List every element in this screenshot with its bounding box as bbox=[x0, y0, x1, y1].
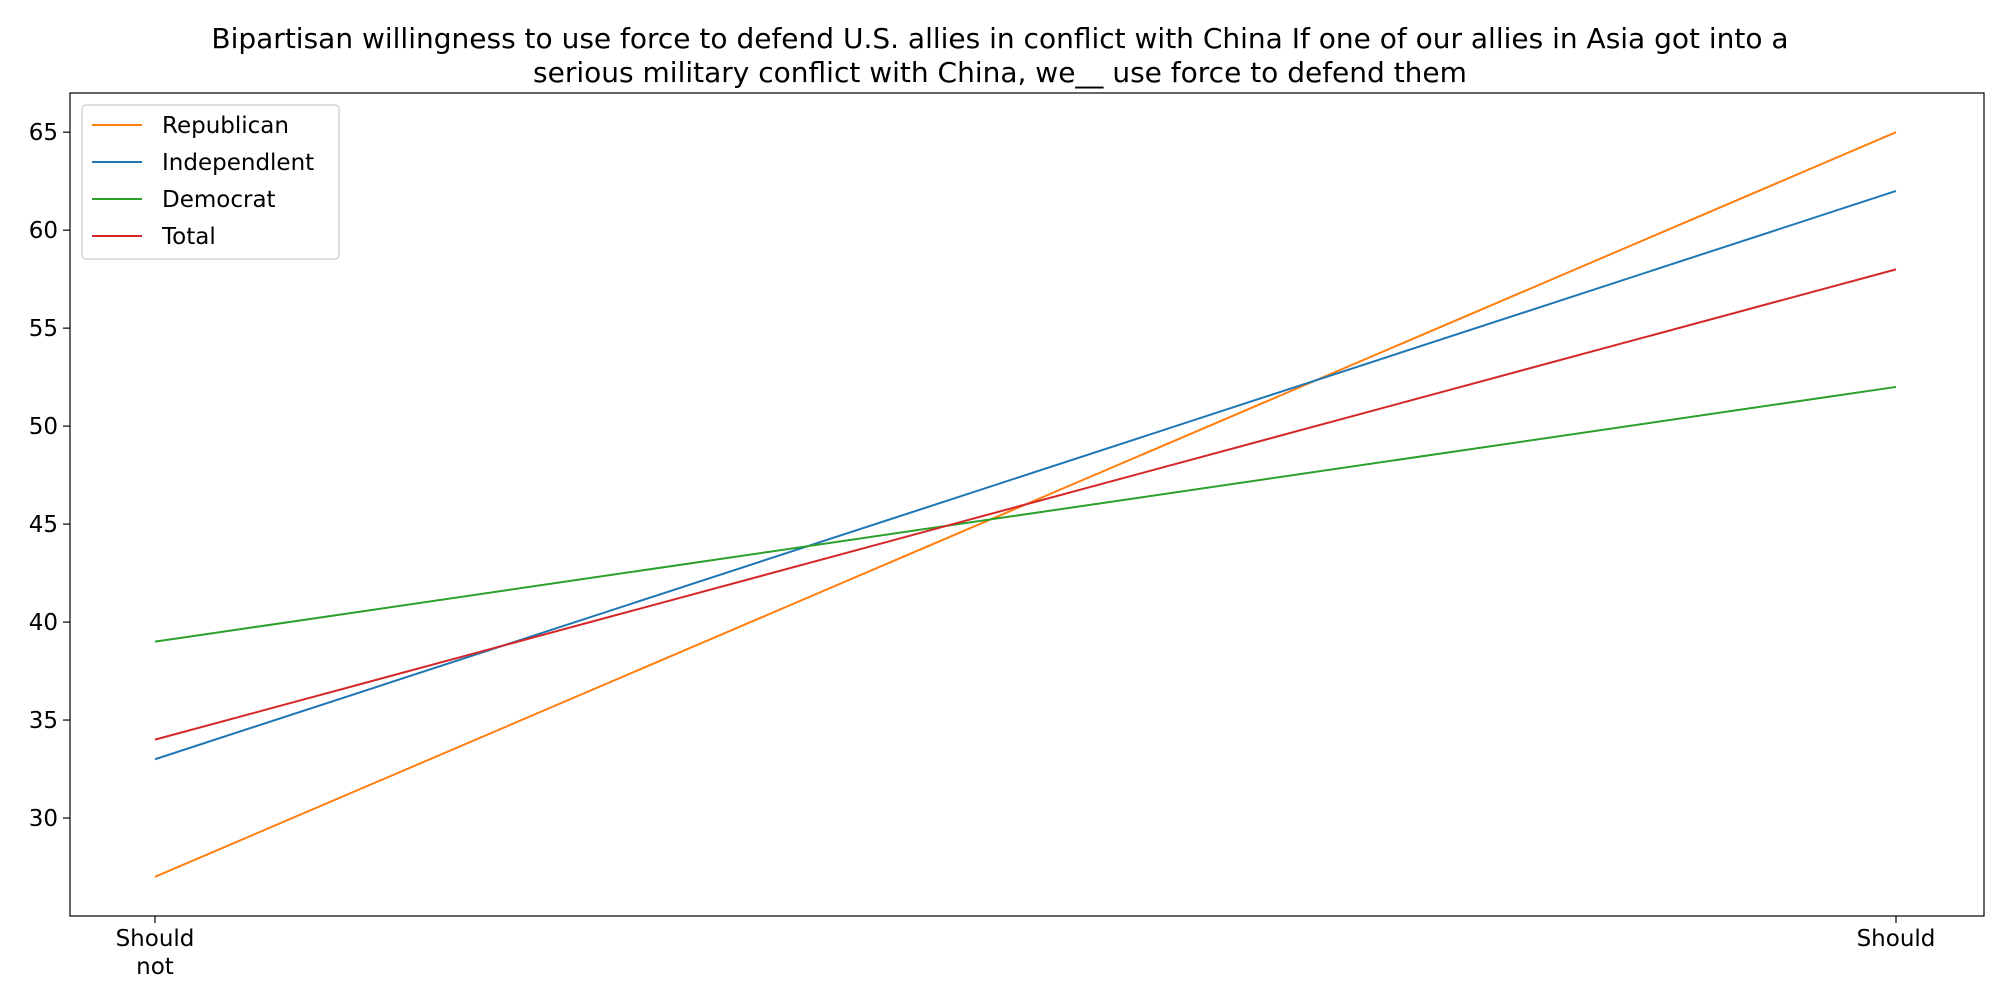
legend-box bbox=[81, 104, 340, 260]
legend-label: Total bbox=[161, 224, 216, 250]
plot-area bbox=[69, 92, 1985, 917]
series-line-total bbox=[154, 268, 1897, 741]
legend-label: Independlent bbox=[162, 150, 314, 176]
legend-label: Democrat bbox=[162, 187, 276, 213]
y-tick-label: 30 bbox=[29, 806, 58, 832]
series-lines bbox=[154, 131, 1897, 878]
chart-title-line: serious military conflict with China, we… bbox=[533, 56, 1467, 89]
x-tick-label: Should bbox=[1857, 926, 1936, 952]
chart-title: Bipartisan willingness to use force to d… bbox=[211, 22, 1788, 89]
y-tick-label: 50 bbox=[29, 414, 58, 440]
y-tick-label: 55 bbox=[29, 316, 58, 342]
y-tick-label: 45 bbox=[29, 512, 58, 538]
y-axis: 30 35 40 45 50 55 60 65 bbox=[29, 120, 70, 832]
y-tick-label: 35 bbox=[29, 708, 58, 734]
legend: Republican Independlent Democrat Total bbox=[81, 104, 340, 260]
series-line-democrat bbox=[154, 385, 1897, 643]
chart-title-line: Bipartisan willingness to use force to d… bbox=[211, 22, 1788, 55]
y-tick-label: 65 bbox=[29, 120, 58, 146]
x-tick-label: not bbox=[136, 954, 174, 980]
x-tick-label: Should bbox=[116, 926, 195, 952]
series-line-independlent bbox=[154, 190, 1897, 761]
y-tick-label: 60 bbox=[29, 218, 58, 244]
y-tick-label: 40 bbox=[29, 610, 58, 636]
legend-label: Republican bbox=[162, 113, 289, 139]
